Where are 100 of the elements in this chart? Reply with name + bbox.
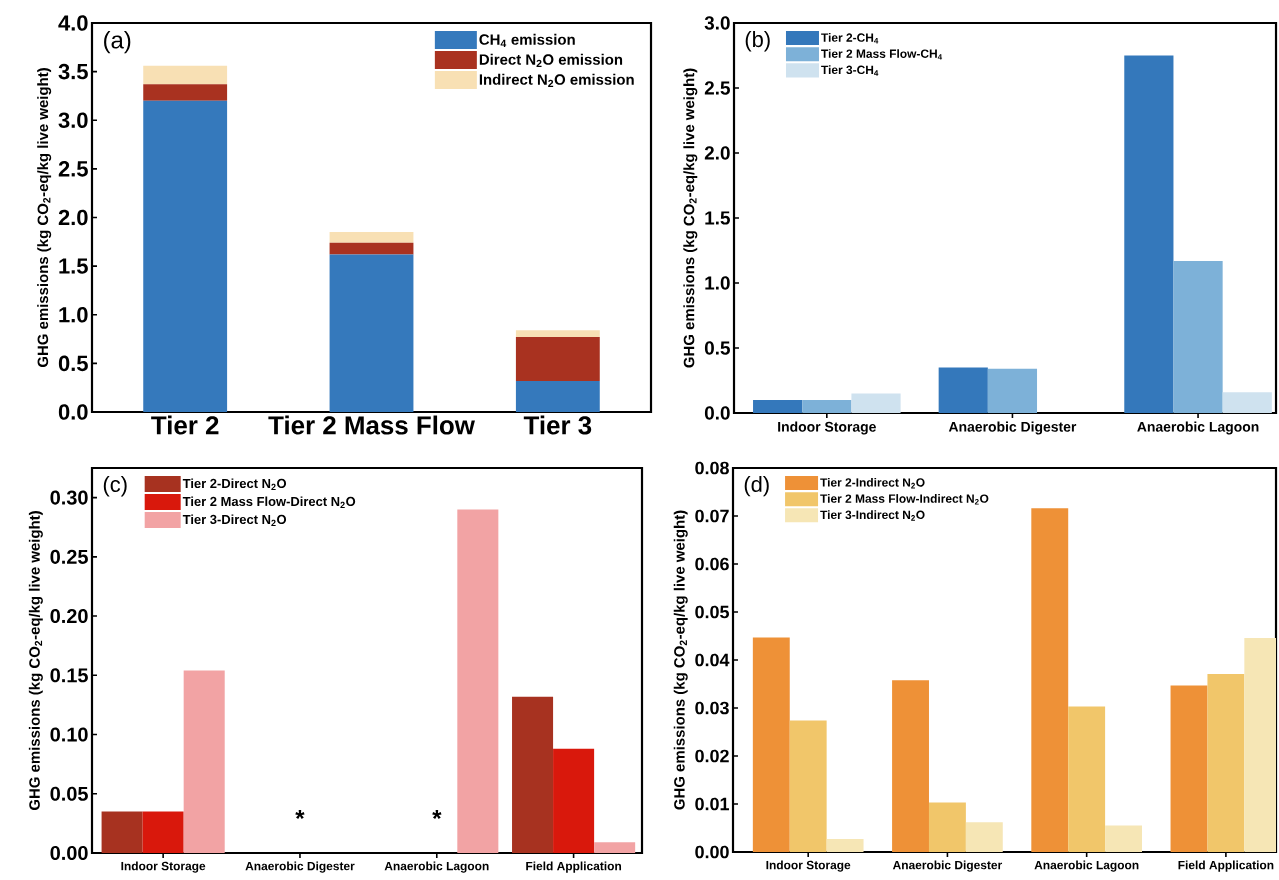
legend-label: Tier 2-CH$_{4}$ — [821, 33, 879, 44]
y-axis-title: GHG emissions (kg CO$_{2}$-eq/kg live weight) — [673, 510, 688, 810]
bar — [1222, 392, 1272, 413]
y-tick-label: 4.0 — [58, 15, 88, 31]
y-tick-label: 2.5 — [704, 81, 730, 95]
y-tick-label: 0.02 — [695, 749, 729, 763]
bar — [329, 242, 414, 255]
bar — [515, 380, 600, 412]
bar — [183, 670, 225, 853]
bar — [329, 254, 414, 412]
legend-label: Tier 3-Indirect N$_{2}$O — [820, 510, 925, 521]
y-tick-label: 0.25 — [50, 549, 88, 564]
bar — [987, 368, 1038, 413]
bar — [594, 842, 636, 853]
bar — [512, 696, 554, 853]
legend-label: Tier 2-Indirect N$_{2}$O — [820, 477, 925, 489]
y-tick-label: 0.20 — [50, 609, 88, 624]
legend-label: Direct N$_{2}$O emission — [479, 53, 623, 68]
bar — [1068, 706, 1106, 852]
x-tick-label: Field Application — [526, 861, 622, 873]
annotation: * — [432, 810, 442, 820]
y-tick-label: 0.0 — [704, 406, 730, 420]
y-tick-label: 2.0 — [58, 209, 88, 226]
annotation: (c) — [103, 475, 127, 497]
bar — [851, 393, 901, 413]
x-tick-label: Anaerobic Digester — [892, 860, 1003, 872]
bar — [329, 232, 414, 243]
x-tick-label: Tier 2 — [151, 415, 219, 435]
bar — [515, 330, 600, 338]
bar — [143, 84, 228, 101]
bar — [142, 811, 184, 853]
y-tick-label: 0.5 — [704, 341, 730, 355]
annotation: * — [295, 810, 305, 820]
x-tick-label: Indoor Storage — [778, 421, 876, 435]
legend-label: Tier 3-Direct N$_{2}$O — [182, 514, 287, 527]
legend-label: Tier 2 Mass Flow-Direct N$_{2}$O — [182, 496, 356, 509]
x-tick-label: Anaerobic Lagoon — [1137, 421, 1259, 435]
y-tick-label: 2.5 — [58, 161, 88, 177]
y-tick-label: 0.07 — [695, 509, 729, 523]
legend-label: Tier 2-Direct N$_{2}$O — [182, 478, 287, 491]
bar — [457, 509, 499, 853]
y-tick-label: 1.5 — [705, 211, 730, 225]
y-tick-label: 3.0 — [58, 112, 88, 129]
bar — [101, 811, 143, 853]
bar — [802, 399, 852, 413]
y-tick-label: 0.03 — [695, 701, 729, 715]
x-tick-label: Indoor Storage — [766, 860, 851, 872]
bar — [1173, 260, 1223, 413]
y-axis-title: GHG emissions (kg CO$_{2}$-eq/kg live weight) — [683, 68, 698, 368]
bar — [143, 100, 228, 412]
y-tick-label: 0.01 — [695, 797, 729, 811]
bar — [515, 337, 600, 381]
y-tick-label: 0.08 — [695, 461, 729, 475]
y-tick-label: 1.0 — [59, 306, 88, 323]
y-tick-label: 0.00 — [50, 845, 88, 861]
y-tick-label: 0.00 — [695, 845, 729, 859]
y-tick-label: 3.5 — [58, 63, 88, 80]
bar — [789, 720, 827, 852]
legend-label: Tier 3-CH$_{4}$ — [821, 65, 879, 76]
bar — [965, 822, 1003, 852]
x-tick-label: Field Application — [1178, 860, 1274, 872]
y-tick-label: 0.04 — [695, 653, 730, 667]
y-tick-label: 3.0 — [704, 16, 730, 30]
bar — [826, 839, 864, 852]
legend-label: Indirect N$_{2}$O emission — [479, 73, 634, 88]
y-tick-label: 1.0 — [705, 276, 730, 290]
y-tick-label: 0.10 — [50, 727, 88, 742]
y-tick-label: 0.05 — [50, 786, 88, 801]
y-tick-label: 2.0 — [704, 146, 730, 160]
x-tick-label: Anaerobic Digester — [948, 421, 1077, 435]
x-tick-label: Anaerobic Lagoon — [1034, 860, 1139, 872]
bar — [1170, 685, 1208, 852]
x-tick-label: Indoor Storage — [121, 861, 206, 873]
y-tick-label: 0.5 — [58, 355, 88, 372]
annotation: (d) — [744, 475, 769, 497]
x-tick-label: Anaerobic Lagoon — [384, 861, 489, 873]
y-tick-label: 0.30 — [50, 490, 88, 505]
bar — [752, 637, 790, 852]
bar — [928, 802, 966, 852]
bar — [753, 399, 803, 413]
x-tick-label: Anaerobic Digester — [245, 861, 355, 873]
bar — [1124, 55, 1174, 413]
y-axis-title: GHG emissions (kg CO$_{2}$-eq/kg live weight) — [28, 511, 43, 811]
y-tick-label: 1.5 — [59, 258, 88, 274]
bar — [143, 65, 228, 85]
y-tick-label: 0.05 — [695, 605, 729, 619]
bar — [1031, 508, 1069, 852]
legend-label: CH$_{4}$ emission — [479, 33, 575, 47]
x-tick-label: Tier 2 Mass Flow — [268, 415, 475, 435]
bar — [553, 748, 595, 853]
annotation: (a) — [104, 31, 131, 54]
y-tick-label: 0.15 — [50, 668, 88, 683]
legend-label: Tier 2 Mass Flow-Indirect N$_{2}$O — [820, 494, 989, 505]
legend-label: Tier 2 Mass Flow-CH$_{4}$ — [821, 49, 943, 60]
y-tick-label: 0.06 — [695, 557, 729, 571]
annotation: (b) — [745, 31, 770, 52]
bar — [1105, 825, 1142, 852]
x-tick-label: Tier 3 — [523, 415, 592, 435]
bar — [938, 367, 988, 413]
y-axis-title: GHG emissions (kg CO$_{2}$-eq/kg live weight) — [37, 68, 52, 368]
